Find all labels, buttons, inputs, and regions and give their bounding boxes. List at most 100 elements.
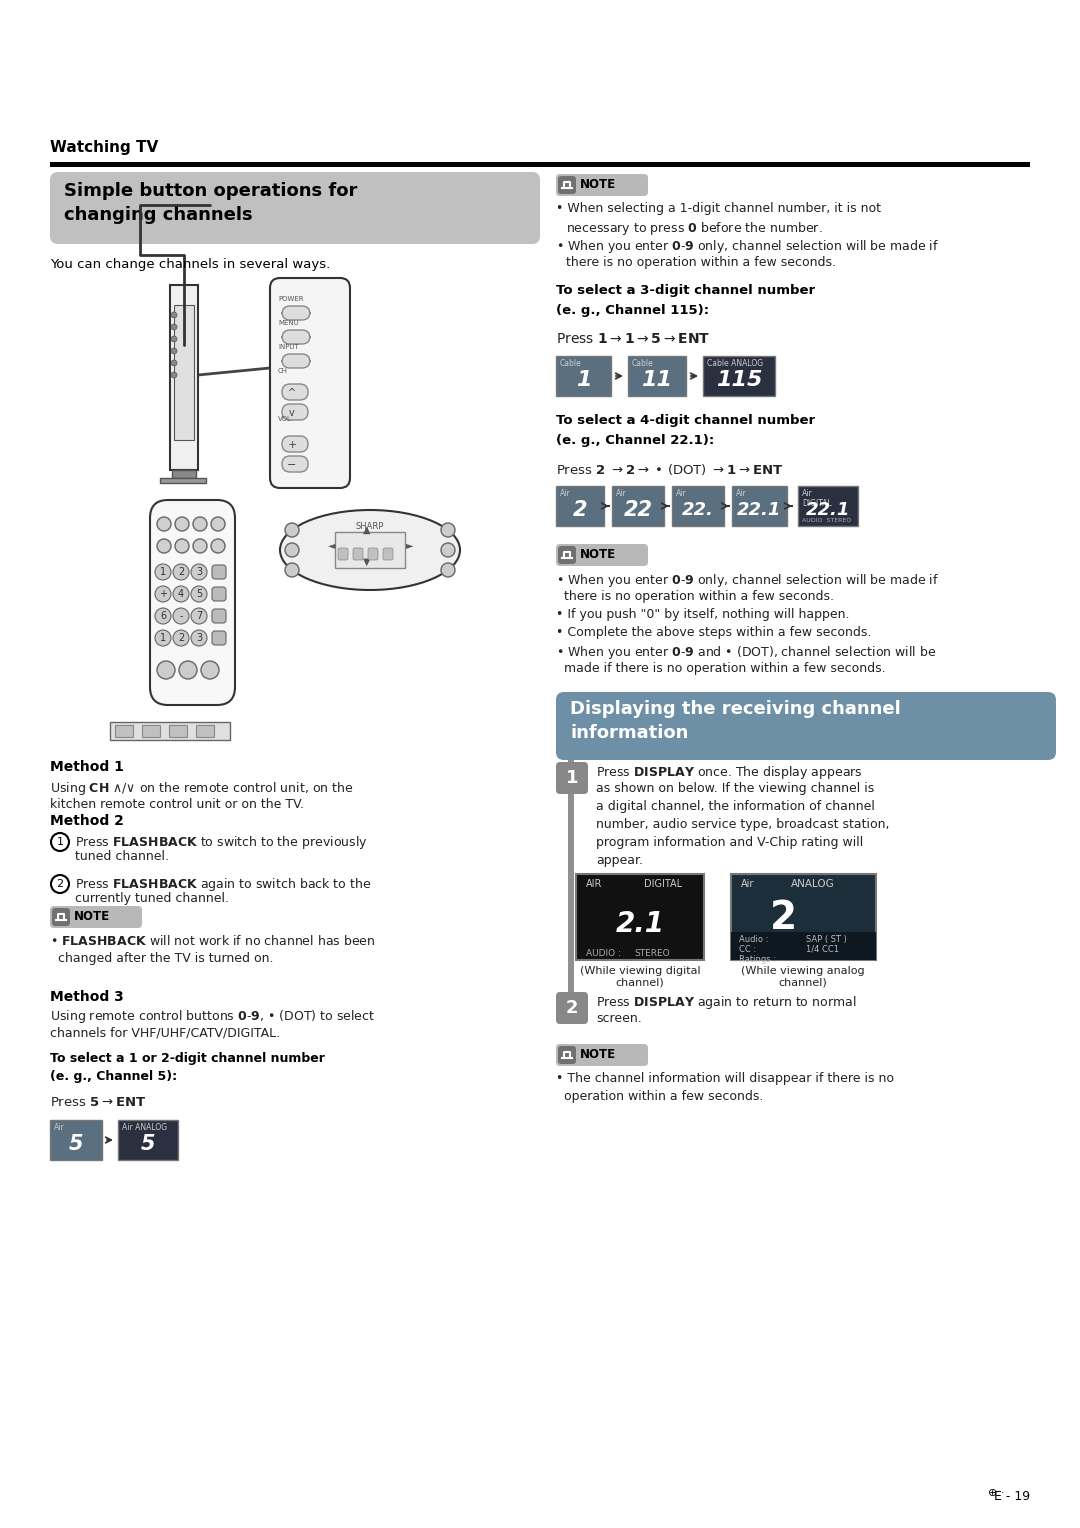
Text: • When selecting a 1-digit channel number, it is not: • When selecting a 1-digit channel numbe… (556, 202, 881, 215)
FancyBboxPatch shape (556, 544, 648, 565)
Text: channels for VHF/UHF/CATV/DIGITAL.: channels for VHF/UHF/CATV/DIGITAL. (50, 1025, 280, 1039)
Circle shape (173, 608, 189, 623)
Text: tuned channel.: tuned channel. (75, 850, 168, 863)
Text: • $\bf{FLASHBACK}$ will not work if no channel has been: • $\bf{FLASHBACK}$ will not work if no c… (50, 934, 376, 947)
Text: ^: ^ (288, 388, 296, 397)
Circle shape (175, 539, 189, 553)
FancyBboxPatch shape (282, 384, 308, 400)
Text: AIR: AIR (586, 879, 603, 889)
Bar (576, 874, 704, 960)
Text: a digital channel, the information of channel: a digital channel, the information of ch… (596, 801, 875, 813)
Circle shape (156, 587, 171, 602)
FancyBboxPatch shape (556, 762, 588, 795)
FancyBboxPatch shape (282, 455, 308, 472)
Bar (160, 478, 206, 483)
FancyBboxPatch shape (50, 173, 540, 244)
Circle shape (193, 516, 207, 532)
Text: 22.: 22. (683, 501, 714, 520)
Text: 2: 2 (572, 500, 588, 520)
Text: ⊕ ·: ⊕ · (988, 1488, 1005, 1497)
Circle shape (441, 562, 455, 578)
Text: 22: 22 (623, 500, 652, 520)
Text: • When you enter $\bf{0}$-$\bf{9}$ only, channel selection will be made if: • When you enter $\bf{0}$-$\bf{9}$ only,… (556, 571, 940, 588)
FancyBboxPatch shape (52, 908, 70, 926)
Text: 7: 7 (195, 611, 202, 620)
Text: number, audio service type, broadcast station,: number, audio service type, broadcast st… (596, 817, 890, 831)
Text: 115: 115 (716, 370, 762, 390)
Text: 11: 11 (642, 370, 673, 390)
Text: Air ANALOG: Air ANALOG (122, 1123, 167, 1132)
Text: Displaying the receiving channel: Displaying the receiving channel (570, 700, 901, 718)
Bar (118, 1120, 178, 1160)
Text: 4: 4 (178, 588, 184, 599)
Bar (568, 759, 573, 1021)
Bar (174, 306, 194, 440)
FancyBboxPatch shape (556, 692, 1056, 759)
FancyBboxPatch shape (558, 1047, 576, 1063)
Text: 5: 5 (69, 1134, 83, 1154)
Text: NOTE: NOTE (580, 177, 616, 191)
Circle shape (173, 630, 189, 646)
Circle shape (171, 348, 177, 354)
Text: +: + (287, 440, 297, 451)
Circle shape (157, 662, 175, 678)
Text: Method 3: Method 3 (50, 990, 124, 1004)
Circle shape (173, 564, 189, 581)
Bar (703, 356, 775, 396)
Text: Air: Air (616, 489, 626, 498)
FancyBboxPatch shape (50, 906, 141, 927)
Text: 2: 2 (566, 999, 578, 1018)
Text: E - 19: E - 19 (994, 1490, 1030, 1504)
Text: AUDIO :: AUDIO : (586, 949, 621, 958)
Text: Press $\bf{FLASHBACK}$ again to switch back to the: Press $\bf{FLASHBACK}$ again to switch b… (75, 876, 372, 892)
Text: Air: Air (741, 879, 754, 889)
Circle shape (171, 324, 177, 330)
Text: CH: CH (278, 368, 288, 374)
Text: Method 1: Method 1 (50, 759, 124, 775)
Text: operation within a few seconds.: operation within a few seconds. (556, 1089, 764, 1103)
Circle shape (441, 523, 455, 536)
Text: STEREO: STEREO (634, 949, 670, 958)
FancyBboxPatch shape (212, 631, 226, 645)
Ellipse shape (280, 510, 460, 590)
Circle shape (191, 630, 207, 646)
Bar (731, 874, 876, 960)
FancyBboxPatch shape (270, 278, 350, 487)
Text: Press $\bf{DISPLAY}$ again to return to normal: Press $\bf{DISPLAY}$ again to return to … (596, 995, 856, 1012)
Text: there is no operation within a few seconds.: there is no operation within a few secon… (564, 590, 834, 604)
Circle shape (156, 630, 171, 646)
Text: 2: 2 (56, 879, 64, 889)
Text: changed after the TV is turned on.: changed after the TV is turned on. (58, 952, 273, 966)
Text: 3: 3 (195, 633, 202, 643)
Text: -: - (179, 611, 183, 620)
Text: NOTE: NOTE (580, 549, 616, 561)
Text: as shown on below. If the viewing channel is: as shown on below. If the viewing channe… (596, 782, 874, 795)
Text: ▲: ▲ (363, 526, 370, 535)
Text: Cable: Cable (632, 359, 653, 368)
FancyBboxPatch shape (558, 545, 576, 564)
Bar (168, 724, 187, 736)
FancyBboxPatch shape (556, 992, 588, 1024)
Text: +: + (159, 588, 167, 599)
Text: To select a 4-digit channel number: To select a 4-digit channel number (556, 414, 815, 426)
Bar (556, 356, 611, 396)
Text: currently tuned channel.: currently tuned channel. (75, 892, 229, 905)
Bar (627, 356, 686, 396)
Circle shape (193, 539, 207, 553)
Circle shape (157, 516, 171, 532)
Text: ◄: ◄ (328, 539, 336, 550)
Text: 1: 1 (56, 837, 64, 847)
FancyBboxPatch shape (556, 1044, 648, 1067)
Circle shape (156, 608, 171, 623)
Text: 22.1: 22.1 (806, 501, 850, 520)
Bar (114, 724, 133, 736)
FancyBboxPatch shape (282, 435, 308, 452)
Bar (110, 723, 230, 740)
Text: To select a 1 or 2-digit channel number: To select a 1 or 2-digit channel number (50, 1051, 325, 1065)
Text: MENU: MENU (278, 319, 299, 325)
Text: (e. g., Channel 115):: (e. g., Channel 115): (556, 304, 710, 316)
FancyBboxPatch shape (150, 500, 235, 704)
Circle shape (211, 539, 225, 553)
Text: (e. g., Channel 5):: (e. g., Channel 5): (50, 1070, 177, 1083)
Text: 1: 1 (566, 769, 578, 787)
